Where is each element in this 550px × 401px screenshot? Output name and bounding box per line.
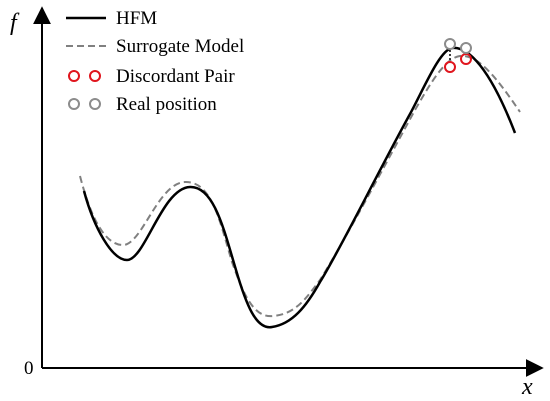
legend-real-swatch-left bbox=[68, 98, 80, 110]
discordant-point-left bbox=[444, 61, 456, 73]
legend-hfm-label: HFM bbox=[116, 8, 157, 29]
legend-discordant-swatch-left bbox=[68, 70, 80, 82]
real-position-point-left bbox=[444, 38, 456, 50]
legend-discordant-swatch-right bbox=[89, 70, 101, 82]
hfm-curve bbox=[82, 46, 517, 329]
origin-label: 0 bbox=[24, 358, 34, 379]
real-position-markers bbox=[444, 38, 472, 54]
legend-real-swatch-right bbox=[89, 98, 101, 110]
surrogate-curve bbox=[79, 54, 521, 318]
legend-real-label: Real position bbox=[116, 94, 217, 115]
x-axis-letter: x bbox=[521, 374, 533, 400]
legend-discordant-label: Discordant Pair bbox=[116, 66, 235, 87]
legend-surrogate-label: Surrogate Model bbox=[116, 36, 244, 57]
real-position-point-right bbox=[460, 42, 472, 54]
y-axis-letter: f bbox=[10, 10, 20, 36]
legend: HFM Surrogate Model Discordant Pair Real… bbox=[66, 8, 244, 115]
